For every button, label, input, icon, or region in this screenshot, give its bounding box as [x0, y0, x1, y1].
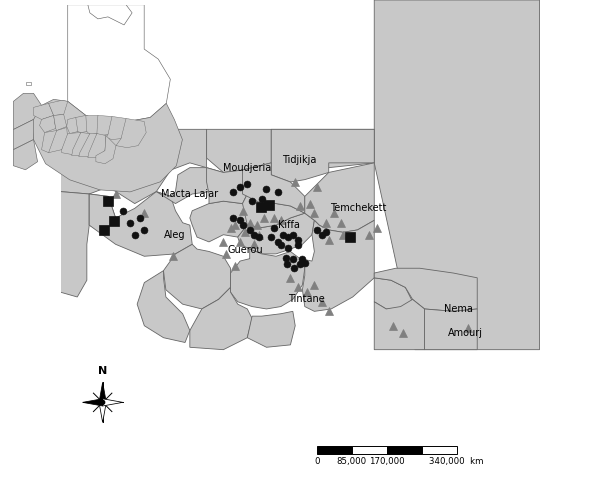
Polygon shape: [271, 129, 374, 182]
Text: Moudjeria: Moudjeria: [223, 163, 272, 173]
Polygon shape: [425, 309, 477, 350]
Polygon shape: [49, 127, 68, 153]
Text: 340,000  km: 340,000 km: [430, 457, 484, 466]
Polygon shape: [96, 136, 116, 164]
Polygon shape: [103, 399, 123, 406]
Polygon shape: [13, 119, 34, 149]
Polygon shape: [374, 0, 539, 350]
Polygon shape: [242, 163, 305, 213]
Text: 0: 0: [314, 457, 320, 466]
Polygon shape: [40, 115, 56, 133]
Polygon shape: [374, 278, 413, 309]
Polygon shape: [271, 129, 374, 177]
Polygon shape: [13, 139, 38, 170]
Polygon shape: [61, 129, 206, 204]
Polygon shape: [68, 5, 170, 122]
Polygon shape: [99, 382, 106, 402]
Polygon shape: [137, 271, 190, 342]
Polygon shape: [62, 133, 82, 155]
Text: Temchekett: Temchekett: [329, 203, 386, 213]
Polygon shape: [230, 249, 305, 309]
Polygon shape: [242, 194, 305, 228]
Text: Tidjikja: Tidjikja: [282, 155, 316, 165]
Polygon shape: [72, 133, 90, 156]
Bar: [386, 446, 422, 454]
Text: Amourj: Amourj: [448, 328, 482, 338]
Bar: [422, 446, 457, 454]
Polygon shape: [49, 101, 68, 115]
Polygon shape: [97, 115, 115, 136]
Text: Kiffa: Kiffa: [278, 220, 301, 230]
Text: 170,000: 170,000: [369, 457, 404, 466]
Polygon shape: [61, 192, 89, 297]
Polygon shape: [116, 118, 146, 148]
Text: Aleg: Aleg: [163, 229, 185, 240]
Text: 85,000: 85,000: [337, 457, 367, 466]
Text: Macta Lajar: Macta Lajar: [161, 189, 218, 199]
Polygon shape: [79, 134, 97, 157]
Polygon shape: [26, 82, 31, 85]
Circle shape: [101, 400, 104, 404]
Polygon shape: [88, 134, 106, 158]
Polygon shape: [374, 299, 425, 350]
Polygon shape: [67, 117, 81, 134]
Polygon shape: [247, 311, 295, 347]
Polygon shape: [374, 268, 477, 311]
Polygon shape: [76, 115, 91, 133]
Polygon shape: [156, 168, 223, 204]
Polygon shape: [88, 5, 132, 25]
Polygon shape: [89, 194, 116, 232]
Polygon shape: [32, 99, 182, 192]
Polygon shape: [86, 115, 102, 135]
Polygon shape: [34, 103, 53, 119]
Text: N: N: [98, 365, 107, 376]
Polygon shape: [190, 287, 252, 350]
Bar: [352, 446, 386, 454]
Polygon shape: [83, 399, 103, 406]
Polygon shape: [206, 129, 271, 172]
Bar: [317, 446, 352, 454]
Text: Ouad Naga: Ouad Naga: [95, 170, 149, 180]
Polygon shape: [163, 244, 230, 309]
Polygon shape: [53, 114, 67, 131]
Text: Nema: Nema: [444, 304, 473, 314]
Polygon shape: [206, 168, 247, 204]
Polygon shape: [13, 93, 41, 129]
Polygon shape: [238, 213, 314, 254]
Polygon shape: [41, 131, 56, 153]
Polygon shape: [89, 192, 192, 256]
Text: Guerou: Guerou: [227, 245, 263, 255]
Polygon shape: [106, 116, 128, 139]
Polygon shape: [300, 220, 374, 311]
Polygon shape: [99, 402, 106, 422]
Polygon shape: [190, 201, 252, 242]
Text: Tintane: Tintane: [289, 294, 325, 304]
Polygon shape: [305, 163, 374, 232]
